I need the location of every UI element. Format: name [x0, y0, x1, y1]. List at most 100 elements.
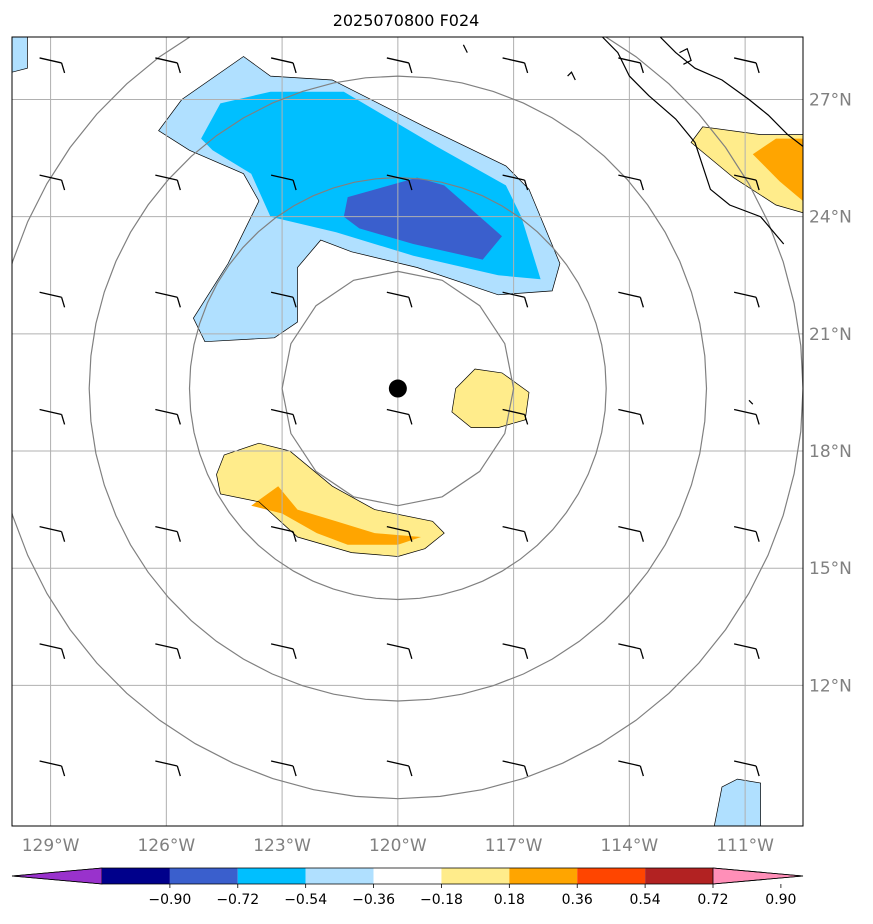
colorbar-tick-label: 0.18	[494, 892, 525, 908]
wind-barb	[502, 174, 529, 191]
colorbar-tick-label: −0.18	[420, 892, 463, 908]
wind-barb	[270, 526, 297, 542]
latitude-label: 27°N	[809, 90, 852, 110]
wind-barb	[39, 291, 66, 308]
wind-barb	[618, 643, 644, 660]
longitude-label: 123°W	[253, 836, 311, 856]
wind-barb	[733, 526, 760, 542]
wind-barb	[39, 174, 66, 191]
colorbar-tick-label: −0.90	[148, 892, 191, 908]
wind-barb	[386, 57, 413, 74]
wind-barb	[386, 291, 413, 308]
wind-barb	[733, 174, 760, 191]
wind-barb	[386, 174, 413, 191]
wind-barb	[155, 643, 181, 660]
contour-line	[451, 368, 530, 428]
shaded-region-orange	[752, 138, 803, 201]
wind-barb	[386, 643, 413, 660]
wind-barb	[733, 57, 760, 74]
wind-barb	[270, 291, 297, 308]
contour-line	[690, 126, 803, 214]
wind-barb	[618, 57, 644, 74]
map-frame	[11, 36, 804, 827]
colorbar-tick-label: −0.54	[284, 892, 327, 908]
wind-barb	[270, 760, 297, 777]
contour-outline-layer	[12, 37, 803, 826]
contour-line	[216, 442, 445, 557]
latitude-label: 21°N	[809, 325, 852, 345]
range-ring	[281, 270, 515, 507]
wind-barb-layer	[39, 57, 760, 777]
range-ring	[188, 176, 607, 601]
wind-barb	[155, 408, 181, 425]
colorbar-segment	[305, 868, 374, 884]
colorbar-tick-label: 0.90	[765, 892, 796, 908]
wind-barb	[733, 408, 760, 425]
map-plot-area	[12, 37, 803, 826]
colorbar-tick-label: 0.36	[562, 892, 593, 908]
gridline-layer	[12, 37, 803, 826]
colorbar-segment	[102, 868, 170, 884]
wind-barb	[386, 408, 413, 425]
contour-line	[713, 778, 761, 826]
coastline-small_island	[567, 71, 576, 81]
colorbar-tick-label: −0.36	[352, 892, 395, 908]
range-ring-layer	[12, 37, 803, 800]
contour-line	[12, 37, 28, 73]
wind-barb	[733, 760, 760, 777]
range-ring	[88, 75, 708, 702]
storm-center-marker	[388, 379, 407, 398]
colorbar: −0.90 −0.72 −0.54 −0.36 −0.18 0.18 0.36 0.54 0.7…	[11, 867, 804, 908]
wind-barb	[502, 643, 529, 660]
wind-barb	[618, 760, 644, 777]
wind-barb	[270, 643, 297, 660]
wind-barb	[155, 174, 181, 191]
colorbar-outline	[11, 867, 804, 885]
colorbar-segment	[373, 868, 442, 884]
shaded-region-orange	[251, 486, 421, 545]
shaded-region-very_light_blue	[714, 779, 761, 826]
coastline-mainland_coast	[659, 37, 803, 147]
latitude-label: 15°N	[809, 559, 852, 579]
longitude-labels: 129°W 126°W 123°W 120°W 117°W 114°W 111°W	[22, 836, 774, 856]
wind-barb	[155, 526, 181, 542]
wind-barb	[618, 174, 644, 191]
longitude-label: 117°W	[485, 836, 543, 856]
colorbar-tick-label: 0.72	[697, 892, 728, 908]
colorbar-segment	[577, 868, 646, 884]
colorbar-tick-label: 0.54	[630, 892, 661, 908]
shaded-region-very_light_blue	[12, 37, 28, 73]
longitude-label: 126°W	[137, 836, 195, 856]
colorbar-extend-high	[712, 867, 804, 885]
wind-barb	[502, 291, 529, 308]
colorbar-segment	[645, 868, 713, 884]
wind-barb	[386, 526, 413, 542]
coastline-tiny_island_1	[462, 44, 468, 53]
wind-barb	[39, 57, 66, 74]
wind-barb	[270, 174, 297, 191]
shaded-region-royal_blue	[343, 177, 502, 260]
shaded-field-layer	[12, 37, 803, 826]
colorbar-segment	[237, 868, 306, 884]
range-ring	[12, 37, 803, 800]
coastline-tiny_island_2	[748, 399, 754, 405]
wind-barb	[39, 408, 66, 425]
colorbar-segment	[169, 868, 238, 884]
wind-barb	[618, 408, 644, 425]
wind-barb	[618, 291, 644, 308]
wind-barb	[618, 526, 644, 542]
shaded-region-light_yellow	[451, 369, 529, 428]
coastline-baja_california_coast	[601, 37, 785, 245]
wind-barb	[502, 526, 529, 542]
wind-barb	[155, 57, 181, 74]
wind-barb	[502, 57, 529, 74]
coastline-layer	[462, 37, 803, 405]
wind-barb	[39, 760, 66, 777]
longitude-label: 120°W	[369, 836, 427, 856]
wind-barb	[270, 408, 297, 425]
wind-barb	[502, 760, 529, 777]
colorbar-segment	[441, 868, 510, 884]
wind-barb	[155, 291, 181, 308]
latitude-label: 18°N	[809, 442, 852, 462]
